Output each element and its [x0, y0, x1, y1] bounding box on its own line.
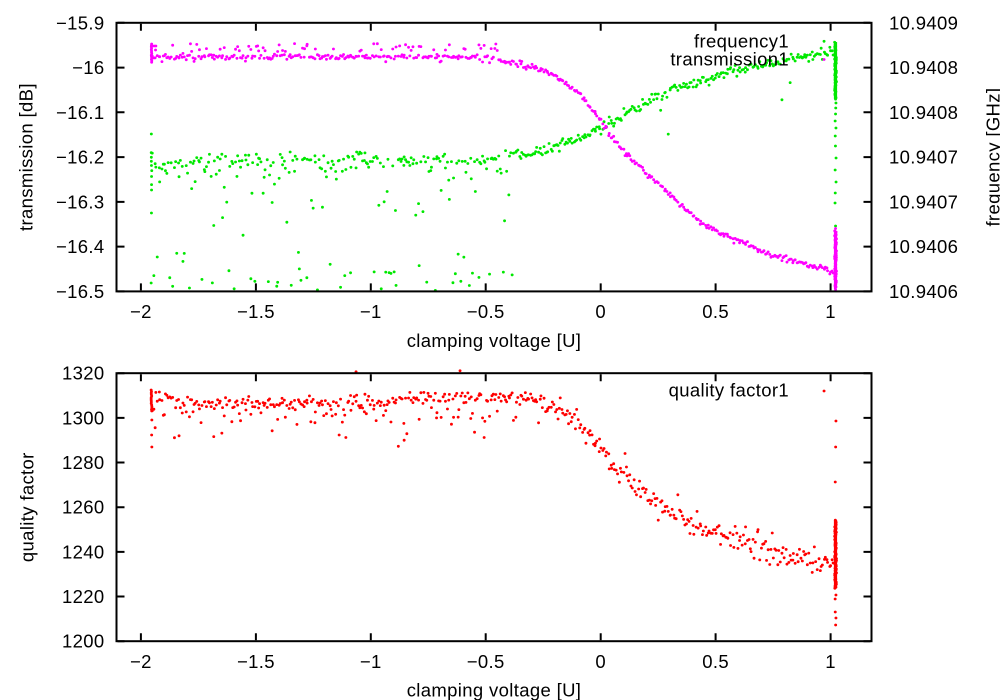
svg-text:10.9409: 10.9409 — [889, 12, 958, 33]
svg-text:−1.5: −1.5 — [237, 301, 275, 322]
svg-text:10.9406: 10.9406 — [889, 281, 958, 302]
svg-text:1280: 1280 — [62, 452, 105, 473]
svg-text:−2: −2 — [130, 301, 152, 322]
svg-text:1260: 1260 — [62, 497, 105, 518]
svg-text:1: 1 — [825, 651, 836, 672]
svg-text:clamping voltage [U]: clamping voltage [U] — [407, 330, 582, 351]
svg-text:−16.1: −16.1 — [56, 102, 105, 123]
svg-text:−15.9: −15.9 — [56, 12, 105, 33]
svg-text:0.5: 0.5 — [702, 651, 729, 672]
svg-text:frequency1: frequency1 — [694, 31, 789, 52]
svg-text:quality factor1: quality factor1 — [669, 380, 789, 401]
svg-text:clamping voltage [U]: clamping voltage [U] — [407, 680, 582, 700]
svg-text:−2: −2 — [130, 651, 152, 672]
svg-text:10.9408: 10.9408 — [889, 57, 958, 78]
svg-text:1300: 1300 — [62, 407, 105, 428]
svg-text:quality factor: quality factor — [17, 452, 38, 562]
svg-text:−0.5: −0.5 — [467, 301, 505, 322]
svg-text:0.5: 0.5 — [702, 301, 729, 322]
svg-text:−1.5: −1.5 — [237, 651, 275, 672]
svg-text:−16.4: −16.4 — [56, 236, 105, 257]
svg-text:10.9407: 10.9407 — [889, 147, 958, 168]
svg-text:10.9407: 10.9407 — [889, 191, 958, 212]
svg-text:−16.5: −16.5 — [56, 281, 105, 302]
svg-text:−1: −1 — [360, 651, 382, 672]
svg-text:0: 0 — [595, 301, 606, 322]
svg-text:−16.3: −16.3 — [56, 191, 105, 212]
svg-text:10.9406: 10.9406 — [889, 236, 958, 257]
svg-text:1200: 1200 — [62, 631, 105, 652]
svg-text:10.9408: 10.9408 — [889, 102, 958, 123]
svg-text:0: 0 — [595, 651, 606, 672]
svg-text:1320: 1320 — [62, 363, 105, 384]
svg-text:−16: −16 — [72, 57, 104, 78]
svg-text:1: 1 — [825, 301, 836, 322]
svg-text:−1: −1 — [360, 301, 382, 322]
svg-text:transmission1: transmission1 — [670, 49, 789, 70]
svg-text:1240: 1240 — [62, 541, 105, 562]
svg-text:frequency [GHz]: frequency [GHz] — [983, 88, 1000, 227]
svg-text:−0.5: −0.5 — [467, 651, 505, 672]
svg-text:transmission [dB]: transmission [dB] — [16, 83, 37, 231]
svg-text:1220: 1220 — [62, 586, 105, 607]
svg-text:−16.2: −16.2 — [56, 147, 105, 168]
